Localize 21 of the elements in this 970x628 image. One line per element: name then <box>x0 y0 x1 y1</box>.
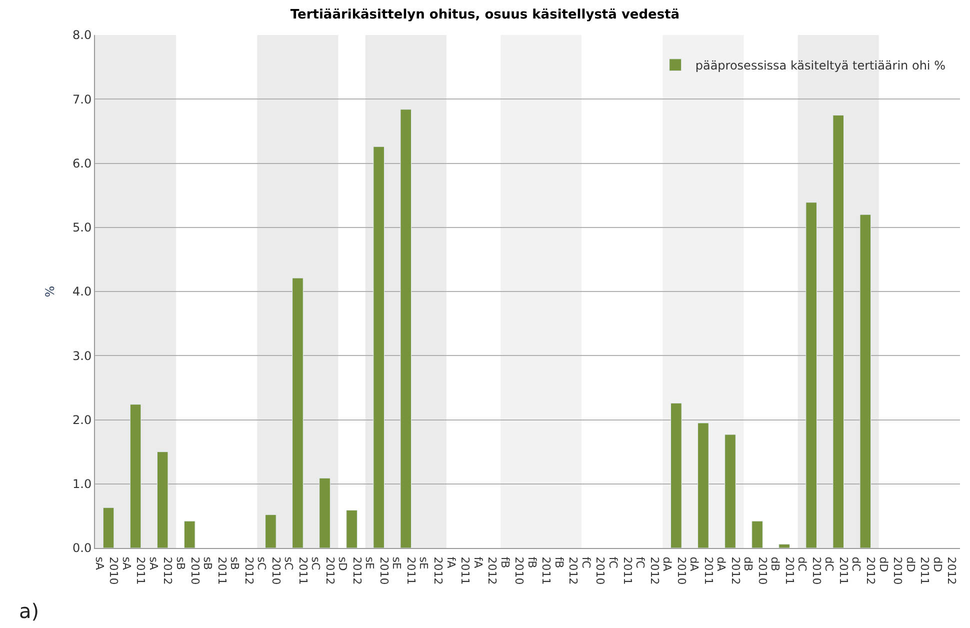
y-tick-label: 0.0 <box>72 541 92 556</box>
y-tick-label: 1.0 <box>72 477 92 492</box>
bar <box>698 422 709 548</box>
y-tick-label: 3.0 <box>72 348 92 363</box>
y-tick-label: 7.0 <box>72 92 92 106</box>
bar <box>184 520 196 548</box>
legend-label: pääprosessissa käsiteltyä tertiäärin ohi % <box>695 58 946 73</box>
y-tick-label: 2.0 <box>72 412 92 427</box>
bar <box>724 434 736 548</box>
bar <box>346 510 358 548</box>
y-tick-label: 6.0 <box>72 156 92 170</box>
bar <box>752 520 763 548</box>
x-tick-label: 2012 dD <box>930 556 958 585</box>
y-tick-label: 4.0 <box>72 284 92 299</box>
text: a) <box>19 599 40 623</box>
y-axis-title: % <box>42 286 57 298</box>
bar <box>670 402 682 548</box>
y-tick-label: 5.0 <box>72 220 92 235</box>
chart-title: Tertiäärikäsittelyn ohitus, osuus käsitellystä vedestä <box>290 8 680 23</box>
bar <box>778 544 790 548</box>
y-tick-label: 8.0 <box>72 28 92 42</box>
